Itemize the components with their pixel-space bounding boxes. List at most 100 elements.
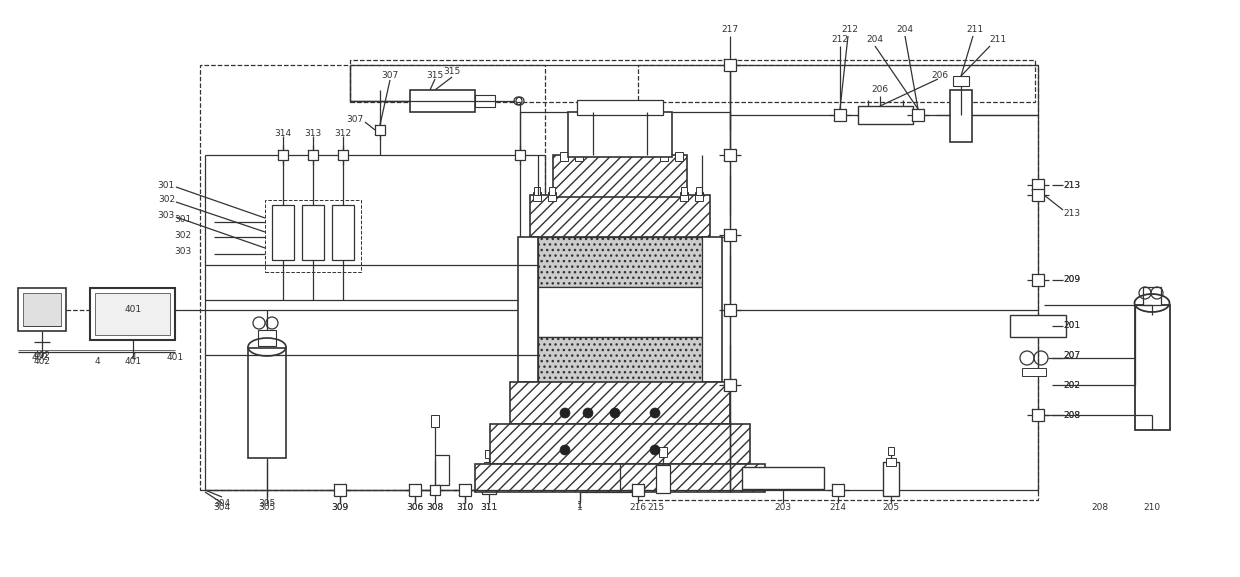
Text: 207: 207: [1063, 350, 1080, 359]
Bar: [681, 187, 687, 195]
Circle shape: [560, 445, 570, 455]
Bar: [724, 149, 737, 161]
Text: 211: 211: [966, 25, 983, 35]
Text: 205: 205: [883, 504, 899, 512]
Bar: [858, 106, 913, 124]
Bar: [334, 484, 346, 496]
Circle shape: [650, 445, 660, 455]
Bar: [553, 155, 687, 197]
Text: 309: 309: [331, 504, 348, 512]
Text: 311: 311: [480, 504, 497, 512]
Text: 302: 302: [157, 196, 175, 204]
Text: 303: 303: [175, 248, 192, 257]
Text: 402: 402: [33, 350, 51, 359]
Text: 206: 206: [872, 85, 889, 95]
Bar: [258, 330, 277, 346]
Bar: [91, 288, 175, 340]
Text: 1: 1: [577, 504, 583, 512]
Text: 307: 307: [346, 115, 363, 125]
Text: 210: 210: [1143, 504, 1161, 512]
Bar: [548, 192, 556, 201]
Text: 212: 212: [832, 36, 848, 44]
Text: 208: 208: [1063, 410, 1080, 419]
Text: 213: 213: [1063, 181, 1080, 189]
Bar: [248, 348, 286, 458]
Text: 313: 313: [304, 129, 321, 137]
Text: 4: 4: [94, 358, 99, 366]
Text: 401: 401: [124, 358, 141, 366]
Circle shape: [650, 408, 660, 418]
Bar: [724, 379, 737, 391]
Bar: [538, 287, 702, 337]
Bar: [1032, 179, 1044, 191]
Bar: [680, 192, 688, 201]
Bar: [475, 95, 495, 107]
Text: 208: 208: [1091, 504, 1109, 512]
Text: 209: 209: [1063, 275, 1080, 284]
Bar: [887, 458, 897, 466]
Circle shape: [610, 408, 620, 418]
Bar: [950, 90, 972, 142]
Text: 217: 217: [722, 25, 739, 35]
Text: 202: 202: [1063, 380, 1080, 389]
Text: 203: 203: [775, 504, 791, 512]
Bar: [549, 187, 556, 195]
Text: 314: 314: [274, 129, 291, 137]
Bar: [577, 100, 663, 115]
Bar: [510, 382, 730, 424]
Text: 309: 309: [331, 504, 348, 512]
Bar: [529, 195, 711, 237]
Text: 308: 308: [427, 504, 444, 512]
Bar: [459, 484, 471, 496]
Bar: [835, 109, 846, 121]
Bar: [675, 152, 683, 161]
Text: 1: 1: [577, 500, 583, 509]
Text: 401: 401: [124, 305, 141, 314]
Text: 402: 402: [31, 354, 48, 362]
Bar: [515, 150, 525, 160]
Text: 306: 306: [407, 504, 424, 512]
Text: 307: 307: [382, 70, 398, 80]
Bar: [1011, 315, 1066, 337]
Text: 308: 308: [427, 504, 444, 512]
Text: 305: 305: [258, 499, 275, 508]
Bar: [475, 464, 765, 492]
Text: 213: 213: [1063, 208, 1080, 218]
Text: 204: 204: [897, 25, 914, 35]
Bar: [742, 467, 825, 489]
Text: 301: 301: [175, 215, 192, 224]
Bar: [1032, 189, 1044, 201]
Text: 201: 201: [1063, 321, 1080, 331]
Text: 213: 213: [1063, 181, 1080, 189]
Bar: [1143, 287, 1161, 305]
Text: 206: 206: [931, 70, 949, 80]
Bar: [702, 237, 722, 382]
Text: 215: 215: [647, 504, 665, 512]
Bar: [332, 205, 353, 260]
Bar: [724, 229, 737, 241]
Bar: [724, 304, 737, 316]
Bar: [534, 187, 539, 195]
Bar: [374, 125, 384, 135]
Bar: [888, 447, 894, 455]
Bar: [954, 76, 968, 86]
Text: 310: 310: [456, 504, 474, 512]
Text: 302: 302: [175, 230, 191, 239]
Bar: [265, 200, 361, 272]
Bar: [639, 65, 1038, 500]
Text: 312: 312: [335, 129, 352, 137]
Bar: [568, 112, 672, 157]
Text: 310: 310: [456, 504, 474, 512]
Bar: [832, 484, 844, 496]
Text: 212: 212: [842, 25, 858, 35]
Bar: [632, 484, 644, 496]
Circle shape: [560, 408, 570, 418]
Text: 303: 303: [157, 211, 175, 219]
Bar: [24, 293, 61, 326]
Bar: [278, 150, 288, 160]
Bar: [533, 192, 541, 201]
Bar: [660, 152, 668, 161]
Bar: [303, 205, 324, 260]
Text: 216: 216: [630, 504, 646, 512]
Text: 401: 401: [166, 354, 184, 362]
